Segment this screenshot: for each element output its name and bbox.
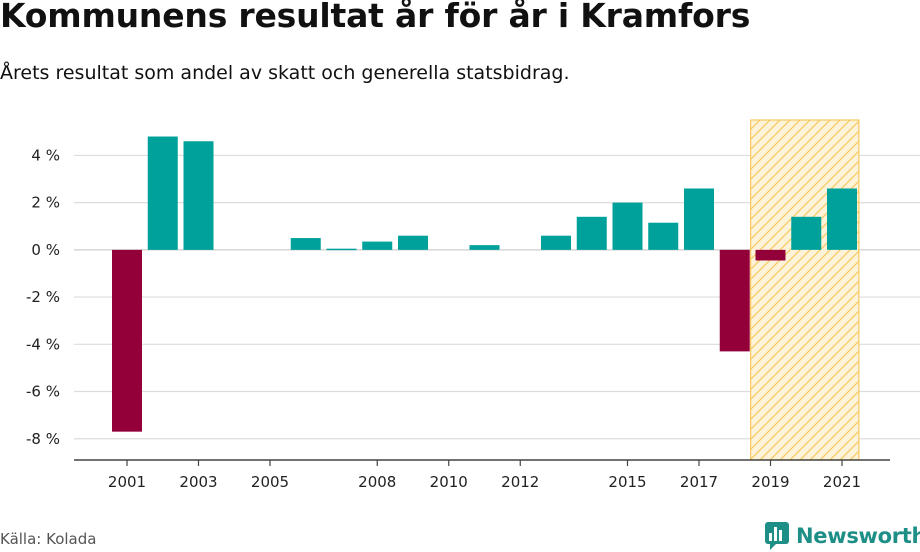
x-tick-label: 2005 (251, 473, 289, 491)
newsworthy-logo-text: Newsworthy (796, 524, 920, 548)
highlight-region (750, 119, 860, 461)
bar-2001 (112, 249, 142, 432)
bar-2014 (576, 216, 607, 250)
newsworthy-logo: Newsworthy (764, 520, 920, 552)
chart-title: Kommunens resultat år för år i Kramfors (0, 0, 751, 35)
bar-2019 (755, 249, 786, 261)
y-tick-label: -6 % (26, 383, 60, 401)
y-axis: 4 % 2 % 0 % -2 % -4 % -6 % -8 % (26, 146, 60, 447)
bar-2017 (684, 188, 714, 250)
x-tick-label: 2015 (608, 473, 646, 491)
bar-2006 (290, 238, 321, 250)
bar-2015 (612, 202, 643, 250)
y-tick-label: 0 % (31, 241, 60, 259)
x-tick-label: 2019 (751, 473, 789, 491)
y-tick-label: 4 % (31, 146, 60, 164)
y-tick-label: -4 % (26, 335, 60, 353)
bar-2021 (827, 188, 857, 250)
bar-chart: 4 %2 %0 %-2 %-4 %-6 %-8 % 2001 2003 2005 20… (26, 119, 920, 491)
bar-2009 (398, 235, 428, 250)
highlight-box (750, 119, 860, 461)
bar-2003 (183, 141, 214, 250)
x-tick-label: 2012 (501, 473, 539, 491)
x-tick-label: 2003 (179, 473, 217, 491)
x-axis: 2001 2003 2005 2008 2010 2012 2015 2017 2019 2021 (74, 459, 890, 491)
bar-2016 (648, 222, 679, 250)
bar-2020 (791, 216, 822, 250)
newsworthy-logo-icon (765, 522, 789, 550)
x-tick-label: 2001 (108, 473, 146, 491)
bar-2011 (469, 245, 500, 250)
bar-series (112, 136, 857, 432)
x-tick-label: 2017 (680, 473, 718, 491)
bar-2013 (541, 235, 571, 250)
bar-2007 (326, 248, 357, 251)
bar-2018 (719, 249, 750, 352)
y-tick-label: 2 % (31, 194, 60, 212)
source-note: Källa: Kolada (0, 530, 97, 548)
x-tick-label: 2010 (430, 473, 468, 491)
y-tick-label: -2 % (26, 288, 60, 306)
bar-2002 (147, 136, 178, 250)
x-tick-label: 2021 (823, 473, 861, 491)
bar-2008 (362, 241, 393, 250)
chart-subtitle: Årets resultat som andel av skatt och ge… (0, 62, 570, 84)
y-tick-label: -8 % (26, 430, 60, 448)
x-tick-label: 2008 (358, 473, 396, 491)
